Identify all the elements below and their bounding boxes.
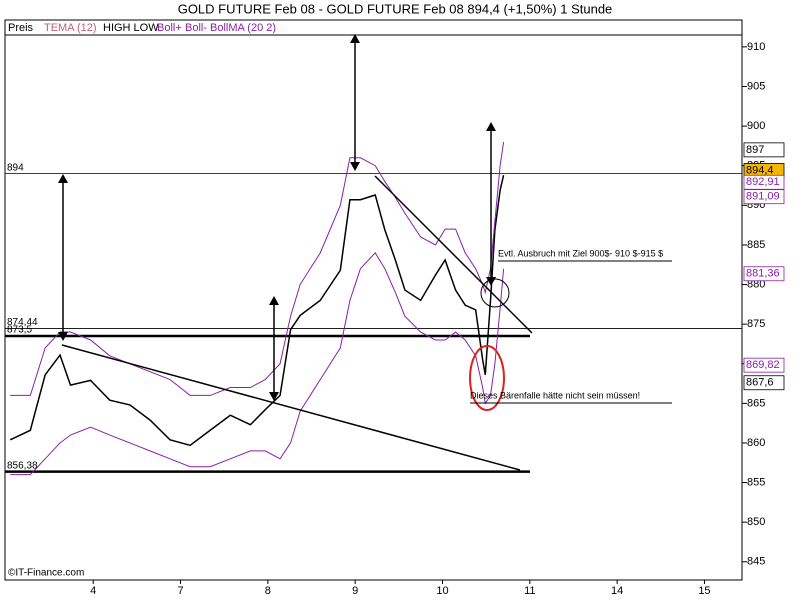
legend-entry: BollMA (20 2): [210, 22, 276, 34]
value-marker: [743, 375, 785, 391]
plot-frame: [4, 19, 743, 581]
value-marker: [743, 174, 785, 190]
trend-line: [61, 344, 521, 471]
series-line: [9, 175, 505, 447]
value-marker: [743, 266, 785, 282]
value-marker: [743, 189, 785, 205]
y-tick-label: 865: [747, 397, 765, 409]
x-tick-label: 11: [524, 585, 535, 597]
x-tick-label: 7: [177, 585, 183, 597]
level-label: 873,5: [7, 325, 32, 336]
value-marker: [743, 357, 785, 373]
level-label: 856,38: [7, 460, 38, 471]
x-tick-label: 8: [265, 585, 271, 597]
x-tick-label: 4: [90, 585, 96, 597]
x-tick-label: 9: [352, 585, 358, 597]
y-tick-label: 875: [747, 318, 765, 330]
y-tick-label: 860: [747, 437, 765, 449]
level-label: 874,44: [7, 317, 38, 328]
drawings: [61, 40, 533, 471]
x-tick-label: 14: [611, 585, 623, 597]
highlight-circle: [480, 278, 510, 308]
legend-entry: HIGH LOW: [103, 22, 159, 34]
y-tick-label: 885: [747, 239, 765, 251]
arrowheads: [58, 34, 496, 401]
legend-entry: Preis: [8, 22, 34, 34]
y-tick-label: 845: [747, 556, 765, 568]
value-marker-label: 891,09: [746, 191, 780, 203]
y-tick-label: 900: [747, 120, 765, 132]
trend-line: [374, 175, 533, 334]
legend-entry: Boll+: [157, 22, 182, 34]
value-marker-label: 894,4: [746, 164, 774, 176]
series-line: [10, 141, 505, 396]
value-marker-label: 897: [746, 144, 764, 156]
highlight-circle: [469, 345, 505, 411]
y-tick-label: 905: [747, 80, 765, 92]
y-tick-label: 850: [747, 516, 765, 528]
level-label: 894: [7, 162, 24, 173]
y-tick-label: 880: [747, 278, 765, 290]
legend-entry: Boll-: [185, 22, 207, 34]
annotation: Evtl. Ausbruch mit Ziel 900$- 910 $-915 …: [498, 248, 663, 258]
series-line: [10, 252, 505, 476]
copyright: ©IT-Finance.com: [8, 568, 84, 579]
chart-title: GOLD FUTURE Feb 08 - GOLD FUTURE Feb 08 …: [178, 1, 613, 16]
x-tick-label: 15: [698, 585, 710, 597]
y-tick-label: 855: [747, 476, 765, 488]
x-tick-label: 10: [436, 585, 448, 597]
value-marker-label: 869,82: [746, 359, 780, 371]
value-marker-label: 881,36: [746, 268, 780, 280]
y-tick-label: 910: [747, 41, 765, 53]
value-marker: [743, 142, 785, 158]
value-marker-label: 867,6: [746, 377, 774, 389]
annotation: Dieses Bärenfalle hätte nicht sein müsse…: [470, 390, 640, 400]
value-marker-label: 892,91: [746, 176, 780, 188]
legend-entry: TEMA (12): [44, 22, 97, 34]
